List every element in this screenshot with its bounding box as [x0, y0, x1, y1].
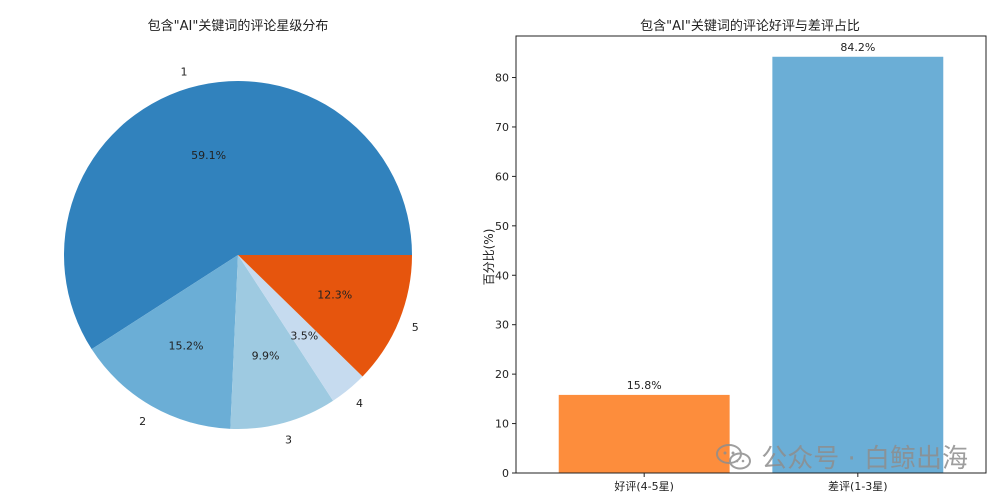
pie-category-label-3: 3 [285, 434, 292, 447]
y-tick-label: 20 [495, 368, 509, 381]
y-tick-label: 50 [495, 220, 509, 233]
y-tick-label: 10 [495, 418, 509, 431]
bar-negative [772, 56, 944, 473]
bar-chart-y-ticks: 0 10 20 30 40 50 60 70 80 [495, 72, 516, 480]
bar-chart-value-labels: 15.8% 84.2% [627, 41, 876, 392]
pie-percent-label-2: 15.2% [169, 340, 204, 353]
bar-chart-y-axis-label: 百分比(%) [482, 229, 496, 286]
pie-slices [63, 80, 412, 429]
bar-chart-bars [558, 56, 944, 473]
pie-category-label-4: 4 [356, 397, 363, 410]
pie-category-label-2: 2 [139, 415, 146, 428]
pie-slice-1 [63, 80, 412, 350]
x-tick-label: 差评(1-3星) [828, 479, 888, 493]
y-tick-label: 30 [495, 319, 509, 332]
pie-percent-label-4: 3.5% [290, 330, 318, 343]
x-tick-label: 好评(4-5星) [614, 479, 674, 493]
pie-slice-3 [230, 255, 334, 429]
pie-percent-label-1: 59.1% [191, 149, 226, 162]
pie-category-label-5: 5 [412, 321, 419, 334]
bar-chart-x-ticks: 好评(4-5星) 差评(1-3星) [614, 473, 888, 493]
bar-value-label: 84.2% [840, 41, 875, 54]
y-tick-label: 40 [495, 269, 509, 282]
bar-chart: 包含"AI"关键词的评论好评与差评占比 百分比(%) 0 10 20 30 40 50 60… [482, 18, 987, 493]
bar-chart-frame [515, 35, 987, 474]
pie-slice-5 [238, 255, 412, 377]
y-tick-label: 70 [495, 121, 509, 134]
bar-chart-title: 包含"AI"关键词的评论好评与差评占比 [640, 18, 860, 34]
pie-labels: 59.1% 1 15.2% 2 9.9% 3 3.5% 4 12.3% 5 [139, 65, 419, 446]
pie-percent-label-5: 12.3% [317, 288, 352, 301]
pie-percent-label-3: 9.9% [252, 350, 280, 363]
pie-chart-title: 包含"AI"关键词的评论星级分布 [148, 18, 329, 34]
pie-chart: 包含"AI"关键词的评论星级分布 59.1% 1 15.2% 2 9.9% 3 3.5% 4 1… [63, 18, 419, 447]
pie-slice-4 [238, 255, 363, 401]
bar-positive [558, 394, 730, 473]
y-tick-label: 0 [502, 467, 509, 480]
y-tick-label: 80 [495, 72, 509, 85]
bar-value-label: 15.8% [627, 379, 662, 392]
pie-slice-2 [91, 255, 238, 429]
y-tick-label: 60 [495, 170, 509, 183]
pie-category-label-1: 1 [181, 65, 188, 78]
